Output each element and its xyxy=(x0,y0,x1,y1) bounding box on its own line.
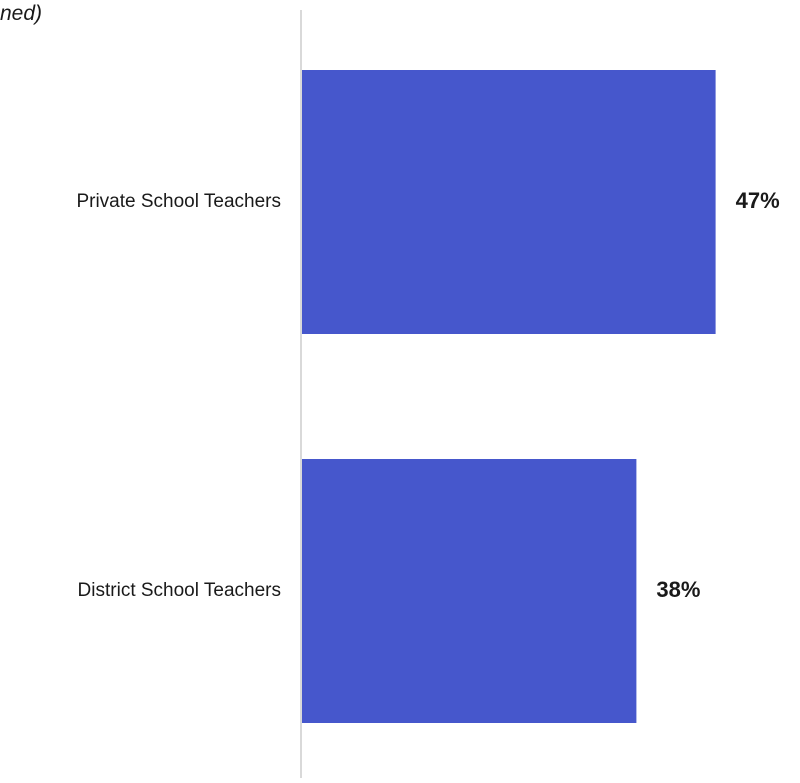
bar-1 xyxy=(302,70,716,334)
chart-subtitle-fragment: ned) xyxy=(0,2,43,25)
bar-group: Private School Teachers 47% District Schoo… xyxy=(76,70,780,723)
category-label: Private School Teachers xyxy=(76,191,281,212)
value-label: 38% xyxy=(656,577,700,602)
value-label: 47% xyxy=(736,188,780,213)
bar-2 xyxy=(302,459,637,723)
category-label: District School Teachers xyxy=(78,580,281,601)
